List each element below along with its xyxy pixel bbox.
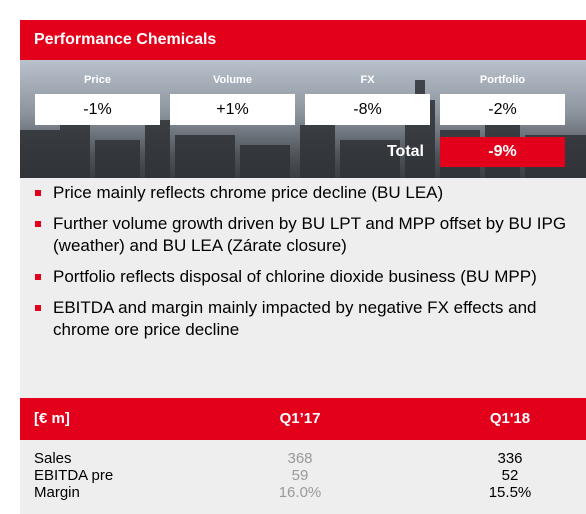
driver-value: +1% <box>170 94 295 125</box>
bullet: Further volume growth driven by BU LPT a… <box>35 213 586 257</box>
table-row: Sales 368 336 <box>20 450 586 467</box>
header-cell: Q1’17 <box>279 410 321 427</box>
table-cell: 368 <box>287 450 313 467</box>
driver-value: -2% <box>440 94 565 125</box>
driver-label: Portfolio <box>479 74 526 86</box>
section-title: Performance Chemicals <box>34 31 217 48</box>
total-text: Total <box>386 143 424 160</box>
header-cell: [€ m] <box>34 410 70 427</box>
table-cell: 52 <box>501 467 519 484</box>
driver-value: -8% <box>305 94 430 125</box>
table-cell: 15.5% <box>488 484 532 501</box>
driver-label: FX <box>360 74 375 86</box>
table-cell: 336 <box>497 450 523 467</box>
total-label: Total <box>305 137 430 167</box>
table-cell: Sales <box>34 450 72 467</box>
table-cell: 59 <box>291 467 309 484</box>
total-value: -9% <box>440 137 565 167</box>
driver-value: -1% <box>35 94 160 125</box>
driver-label: Volume <box>213 74 252 86</box>
bullet: Price mainly reflects chrome price decli… <box>35 182 586 204</box>
section-header: Performance Chemicals <box>20 20 586 60</box>
table-row: EBITDA pre 59 52 <box>20 467 586 484</box>
bullet: EBITDA and margin mainly impacted by neg… <box>35 297 586 341</box>
table-cell: 16.0% <box>278 484 322 501</box>
table-header: [€ m] Q1’17 Q1'18 <box>20 398 586 440</box>
table-cell: Margin <box>34 484 80 501</box>
bullet-list: Price mainly reflects chrome price decli… <box>35 182 586 350</box>
bullet: Portfolio reflects disposal of chlorine … <box>35 266 586 288</box>
header-cell: Q1'18 <box>489 410 531 427</box>
driver-label: Price <box>84 74 111 86</box>
table-cell: EBITDA pre <box>34 467 114 484</box>
table-row: Margin 16.0% 15.5% <box>20 484 586 501</box>
